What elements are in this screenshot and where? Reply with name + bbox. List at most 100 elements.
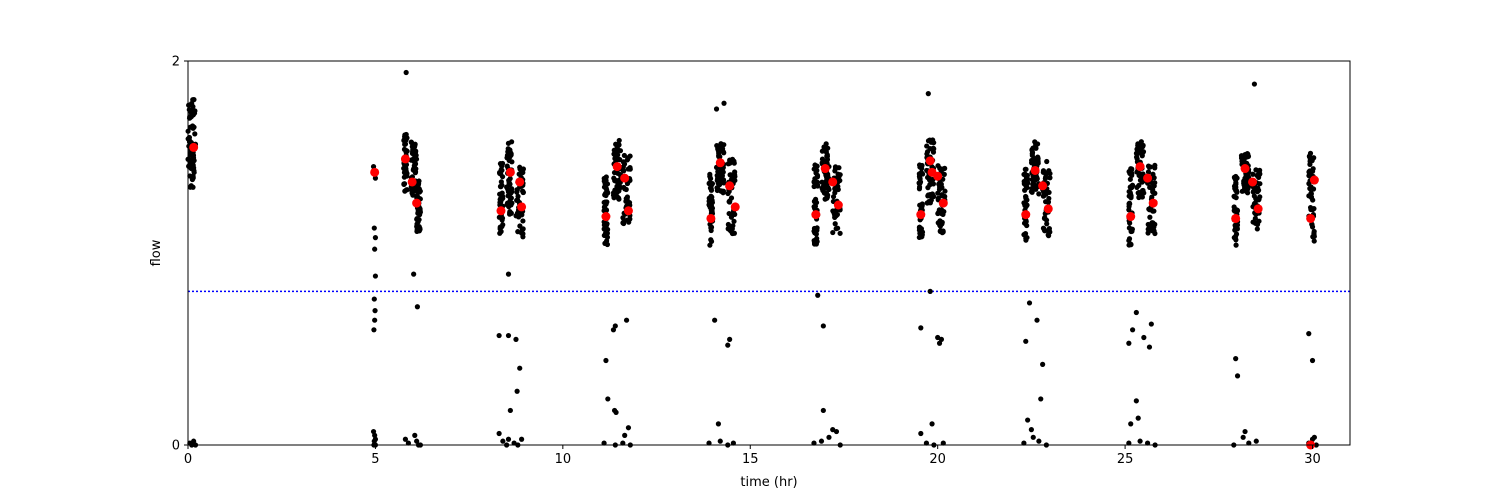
data-point: [1152, 180, 1158, 186]
data-point: [505, 436, 512, 442]
highlight-point: [496, 206, 506, 216]
data-point: [414, 216, 420, 222]
highlight-point: [1030, 165, 1040, 175]
x-axis-label: time (hr): [740, 475, 797, 490]
highlight-point: [938, 198, 948, 208]
data-point: [372, 273, 379, 279]
data-point: [610, 327, 617, 333]
data-point: [1244, 172, 1251, 178]
data-point: [1145, 169, 1152, 175]
data-point: [520, 218, 526, 224]
data-point: [1043, 199, 1049, 205]
data-point: [1126, 440, 1132, 446]
data-point: [730, 211, 736, 218]
data-point: [1231, 193, 1237, 199]
y-tick-label: 0: [172, 439, 180, 454]
y-axis-ticks: 02: [172, 55, 188, 454]
data-point: [1127, 201, 1133, 207]
highlight-point: [715, 158, 725, 168]
data-point: [815, 182, 821, 188]
data-point: [942, 165, 948, 171]
data-point: [402, 436, 409, 442]
data-point: [402, 167, 408, 173]
data-point: [412, 154, 418, 160]
data-point: [412, 149, 419, 156]
data-point: [1139, 194, 1145, 200]
highlight-point: [1309, 175, 1319, 185]
data-point: [1251, 81, 1258, 87]
highlight-point: [601, 212, 611, 222]
data-point: [191, 97, 197, 103]
data-point: [1244, 151, 1250, 157]
data-point: [500, 438, 506, 444]
data-point: [1023, 237, 1029, 243]
highlight-point: [612, 162, 622, 172]
data-point: [936, 340, 943, 346]
data-point: [1025, 417, 1031, 423]
data-point: [726, 199, 732, 205]
data-point: [1311, 228, 1317, 235]
data-point: [601, 199, 607, 206]
data-point: [812, 162, 818, 168]
data-point: [409, 140, 415, 146]
data-point: [830, 229, 836, 236]
data-point: [1044, 158, 1050, 165]
highlight-point: [1126, 212, 1136, 222]
data-point: [835, 225, 841, 231]
highlight-point: [1306, 213, 1316, 223]
data-point: [811, 205, 818, 211]
data-point: [1141, 334, 1147, 341]
data-point: [917, 179, 924, 185]
data-point: [404, 187, 410, 193]
data-point: [624, 196, 630, 202]
data-point: [1233, 177, 1239, 183]
data-point: [187, 138, 193, 144]
data-point: [1240, 434, 1246, 440]
data-point: [371, 327, 377, 333]
data-point: [718, 144, 724, 150]
data-point: [186, 163, 192, 169]
data-point: [1233, 242, 1239, 248]
data-point: [403, 69, 409, 76]
data-point: [925, 91, 931, 97]
data-point: [520, 189, 526, 196]
highlight-point: [706, 213, 716, 223]
highlight-point: [1148, 198, 1158, 208]
data-point: [916, 184, 923, 190]
data-point: [605, 396, 611, 402]
data-point: [417, 226, 423, 233]
data-point: [1038, 396, 1044, 402]
data-point: [414, 189, 421, 195]
data-point: [708, 224, 715, 230]
data-point: [615, 170, 621, 176]
data-point: [1042, 215, 1048, 221]
data-point: [496, 332, 502, 339]
data-point: [621, 220, 627, 227]
data-point: [403, 131, 409, 138]
data-point: [832, 164, 839, 170]
data-point: [1045, 169, 1051, 175]
x-tick-label: 10: [555, 452, 572, 467]
data-point: [1257, 181, 1263, 187]
data-point: [1242, 185, 1248, 191]
data-point: [819, 156, 826, 162]
data-point: [190, 159, 196, 165]
data-point: [1135, 415, 1141, 421]
data-point: [1029, 176, 1035, 183]
data-point: [727, 336, 733, 342]
data-point: [612, 187, 618, 193]
data-point: [372, 246, 378, 252]
data-point: [617, 184, 623, 190]
data-point: [517, 365, 523, 371]
data-point: [1042, 174, 1049, 180]
data-point: [731, 218, 737, 224]
data-point: [190, 104, 196, 110]
data-point: [1030, 181, 1036, 187]
data-point: [507, 407, 513, 414]
data-point: [820, 183, 826, 190]
data-point: [603, 185, 609, 192]
data-point: [725, 161, 731, 167]
data-point: [720, 149, 726, 155]
data-point: [1022, 193, 1029, 200]
